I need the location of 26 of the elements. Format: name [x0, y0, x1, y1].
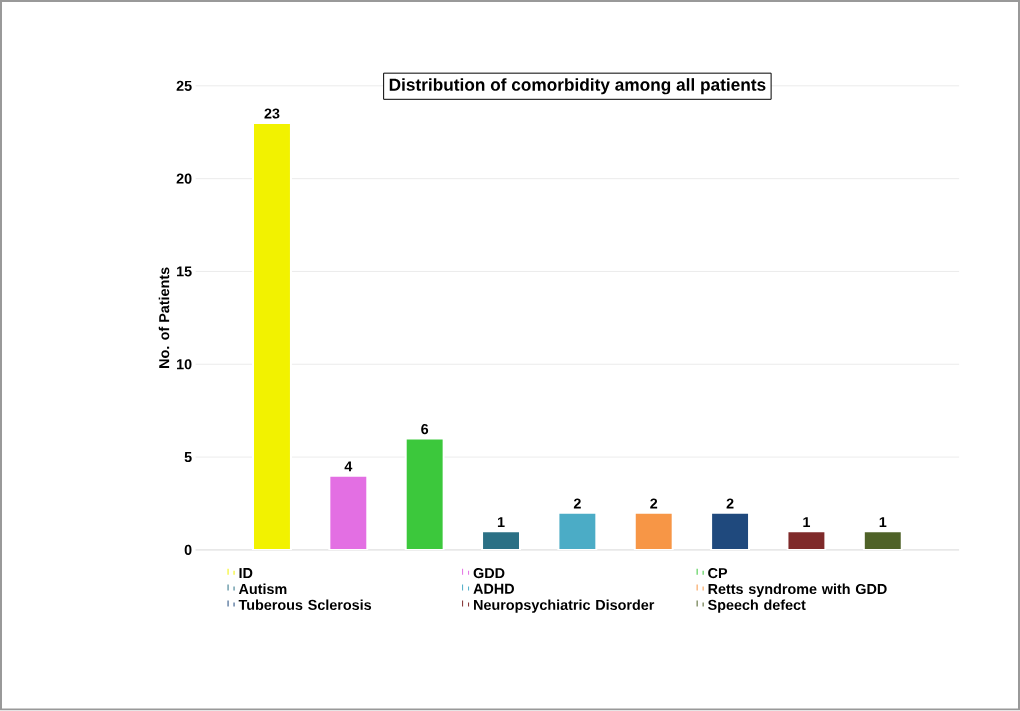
legend-label: ID — [239, 568, 253, 579]
data-label: 4 — [344, 461, 353, 472]
y-tick-label: 25 — [176, 80, 192, 92]
legend-label: Autism — [238, 583, 287, 595]
data-label: 2 — [650, 498, 658, 509]
legend-label: CP — [708, 568, 728, 579]
y-axis-title: No. of Patients — [158, 267, 170, 369]
chart-title: Distribution of comorbidity among all patients — [389, 78, 766, 95]
y-tick-label: 20 — [176, 173, 192, 184]
y-tick-label: 0 — [184, 545, 192, 556]
data-label: 6 — [421, 424, 429, 435]
legend-label: Speech defect — [708, 599, 806, 614]
data-label: 1 — [497, 517, 505, 528]
data-label: 1 — [879, 517, 887, 528]
data-label: 2 — [726, 498, 734, 509]
legend-label: ADHD — [473, 584, 514, 594]
legend-label: GDD — [473, 568, 505, 579]
y-tick-label: 5 — [184, 452, 192, 463]
y-tick-label: 10 — [177, 359, 192, 370]
legend-label: Tuberous Sclerosis — [238, 599, 372, 611]
y-tick-label: 15 — [177, 266, 192, 277]
legend-label: Retts syndrome with GDD — [708, 583, 887, 598]
data-label: 23 — [264, 108, 280, 119]
data-label: 1 — [803, 517, 811, 528]
legend-label: Neuropsychiatric Disorder — [474, 599, 655, 614]
data-label: 2 — [573, 498, 581, 509]
